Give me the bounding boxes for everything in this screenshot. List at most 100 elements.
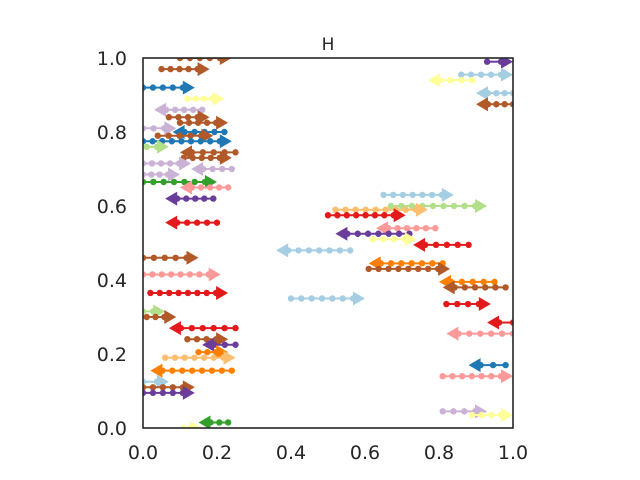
trajectory-series	[332, 202, 428, 217]
trajectory-series	[376, 221, 439, 236]
trajectory-point	[170, 178, 178, 186]
trajectory-point	[458, 71, 465, 78]
direction-arrowhead	[476, 86, 488, 101]
direction-arrowhead	[165, 215, 178, 230]
trajectory-point	[465, 241, 472, 249]
trajectory-point	[149, 271, 156, 278]
trajectory-point	[167, 271, 175, 278]
trajectory-point	[501, 101, 508, 108]
trajectory-point	[210, 324, 217, 332]
direction-arrowhead	[413, 237, 426, 252]
trajectory-point	[365, 265, 372, 273]
trajectory-point	[501, 89, 508, 97]
trajectory-point	[171, 106, 179, 114]
trajectory-point	[450, 408, 457, 415]
trajectory-point	[178, 138, 185, 145]
trajectory-point	[324, 212, 332, 219]
direction-arrowhead	[223, 350, 236, 365]
direction-arrowhead	[164, 121, 177, 136]
trajectory-point	[418, 260, 426, 267]
trajectory-series	[468, 358, 509, 373]
trajectory-series	[143, 134, 232, 149]
trajectory-point	[329, 295, 336, 302]
x-tick-label: 0.4	[276, 442, 306, 464]
trajectory-point	[221, 341, 229, 348]
trajectory-point	[422, 225, 430, 232]
trajectory-point	[165, 114, 173, 121]
trajectory-series	[176, 115, 229, 130]
trajectory-point	[415, 265, 422, 273]
direction-arrowhead	[216, 115, 229, 130]
y-tick-label: 0.8	[97, 122, 127, 144]
trajectory-series	[368, 256, 446, 271]
trajectory-point	[362, 212, 369, 219]
trajectory-point	[192, 95, 199, 102]
direction-arrowhead	[438, 261, 451, 276]
trajectory-point	[161, 254, 168, 261]
trajectory-point	[168, 138, 175, 145]
trajectory-point	[176, 119, 184, 126]
trajectory-point	[371, 212, 379, 219]
trajectory-point	[352, 206, 359, 213]
trajectory-point	[305, 247, 313, 254]
trajectory-point	[482, 284, 489, 291]
y-tick-label: 0.2	[97, 344, 127, 366]
trajectory-point	[150, 254, 158, 261]
trajectory-point	[180, 106, 188, 114]
trajectory-point	[149, 384, 157, 391]
trajectory-point	[390, 236, 398, 243]
trajectory-point	[176, 65, 183, 73]
trajectory-point	[439, 408, 446, 415]
trajectory-point	[443, 300, 450, 308]
trajectory-point	[156, 289, 163, 297]
trajectory-point	[210, 354, 217, 361]
trajectory-point	[375, 265, 382, 273]
trajectory-series	[162, 350, 236, 365]
trajectory-point	[193, 219, 201, 226]
trajectory-point	[181, 178, 188, 186]
trajectory-point	[287, 295, 295, 302]
chart-title: H	[322, 35, 335, 55]
trajectory-point	[429, 202, 437, 210]
trajectory-point	[461, 284, 469, 291]
trajectory-series	[191, 162, 235, 176]
axis-ticks: 0.0 0.2 0.4 0.6 0.8 1.0 0.0 0.2 0.4 0.6 0.8 1.0	[97, 48, 528, 464]
trajectory-point	[159, 384, 167, 391]
direction-arrowhead	[212, 91, 225, 106]
trajectory-point	[183, 195, 190, 202]
trajectory-point	[149, 84, 157, 91]
x-tick-label: 0.6	[350, 442, 380, 464]
trajectory-point	[483, 58, 491, 65]
trajectory-point	[394, 225, 401, 232]
direction-arrowhead	[427, 73, 440, 88]
trajectory-series	[184, 332, 229, 347]
direction-arrowhead	[168, 321, 181, 336]
trajectory-point	[478, 373, 485, 380]
trajectory-point	[200, 95, 208, 102]
trajectory-point	[203, 119, 211, 126]
trajectory-point	[498, 330, 506, 337]
trajectory-point	[493, 89, 500, 97]
trajectory-series	[180, 145, 239, 160]
trajectory-point	[295, 247, 302, 254]
trajectory-series	[483, 58, 513, 69]
trajectory-series	[487, 315, 513, 330]
trajectory-series	[324, 208, 406, 223]
trajectory-point	[203, 336, 210, 343]
trajectory-point	[398, 202, 405, 210]
y-tick-label: 0.6	[97, 196, 127, 218]
trajectory-point	[179, 367, 186, 374]
trajectory-series	[143, 80, 195, 95]
trajectory-series	[143, 310, 177, 324]
trajectory-point	[380, 191, 387, 199]
trajectory-point	[171, 354, 179, 361]
trajectory-point	[194, 119, 202, 126]
direction-arrowhead	[415, 202, 428, 217]
trajectory-point	[160, 178, 167, 186]
trajectory-point	[408, 260, 415, 267]
direction-arrowhead	[180, 180, 192, 195]
trajectory-point	[194, 289, 201, 297]
trajectory-point	[387, 260, 395, 267]
trajectory-point	[339, 295, 346, 302]
